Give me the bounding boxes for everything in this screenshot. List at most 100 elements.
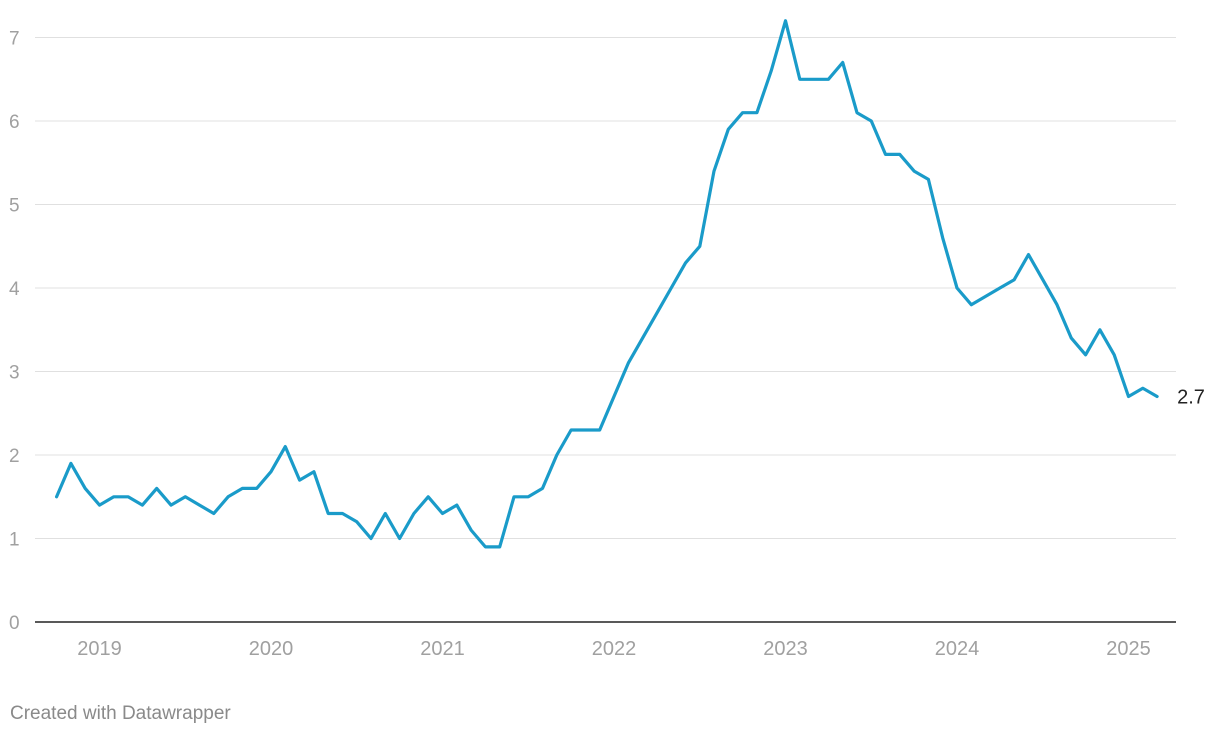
data-point xyxy=(284,445,287,448)
x-tick-label: 2022 xyxy=(592,638,637,660)
data-point xyxy=(884,153,887,156)
x-tick-label: 2024 xyxy=(935,638,980,660)
data-point xyxy=(1127,395,1130,398)
data-point xyxy=(255,487,258,490)
data-point xyxy=(455,504,458,507)
data-point xyxy=(755,111,758,114)
data-point xyxy=(1041,278,1044,281)
data-point xyxy=(527,495,530,498)
data-point xyxy=(484,545,487,548)
data-point xyxy=(584,428,587,431)
data-point xyxy=(355,520,358,523)
y-tick-label: 5 xyxy=(9,196,20,217)
data-point xyxy=(412,512,415,515)
data-point xyxy=(870,120,873,123)
data-point xyxy=(298,479,301,482)
data-point xyxy=(227,495,230,498)
data-point xyxy=(441,512,444,515)
data-point xyxy=(212,512,215,515)
data-point xyxy=(655,312,658,315)
data-point xyxy=(169,504,172,507)
gridlines xyxy=(35,37,1176,539)
data-point xyxy=(727,128,730,131)
data-point xyxy=(241,487,244,490)
data-point xyxy=(898,153,901,156)
data-point xyxy=(184,495,187,498)
data-point xyxy=(84,487,87,490)
data-point xyxy=(98,504,101,507)
data-point xyxy=(312,470,315,473)
x-tick-label: 2025 xyxy=(1106,638,1151,660)
data-point xyxy=(684,261,687,264)
data-point xyxy=(1013,278,1016,281)
data-point xyxy=(327,512,330,515)
data-point xyxy=(341,512,344,515)
y-tick-label: 0 xyxy=(9,613,20,634)
data-point xyxy=(127,495,130,498)
data-point xyxy=(270,470,273,473)
x-tick-label: 2020 xyxy=(249,638,294,660)
data-point xyxy=(1156,395,1159,398)
data-point xyxy=(855,111,858,114)
series-line xyxy=(55,19,1159,549)
y-tick-label: 2 xyxy=(9,446,20,467)
data-point xyxy=(541,487,544,490)
y-axis-tick-labels: 0 1 2 3 4 5 6 7 xyxy=(9,29,20,635)
data-point xyxy=(827,78,830,81)
y-tick-label: 6 xyxy=(9,112,20,133)
data-point xyxy=(1027,253,1030,256)
data-point xyxy=(498,545,501,548)
data-point xyxy=(770,69,773,72)
data-point xyxy=(613,395,616,398)
data-point xyxy=(398,537,401,540)
y-tick-label: 3 xyxy=(9,363,20,384)
x-tick-label: 2021 xyxy=(420,638,465,660)
data-point xyxy=(970,303,973,306)
data-point xyxy=(741,111,744,114)
y-tick-label: 1 xyxy=(9,530,20,551)
data-point xyxy=(1113,353,1116,356)
data-point xyxy=(69,462,72,465)
data-point xyxy=(555,454,558,457)
data-point xyxy=(1056,303,1059,306)
data-point xyxy=(713,170,716,173)
data-point xyxy=(670,287,673,290)
data-point xyxy=(598,428,601,431)
data-point xyxy=(112,495,115,498)
data-point xyxy=(384,512,387,515)
data-point xyxy=(956,287,959,290)
data-point xyxy=(798,78,801,81)
data-point xyxy=(155,487,158,490)
data-point xyxy=(1070,337,1073,340)
data-point xyxy=(641,337,644,340)
y-tick-label: 7 xyxy=(9,29,20,50)
x-tick-label: 2023 xyxy=(763,638,808,660)
end-value-label: 2.7 xyxy=(1177,387,1205,409)
data-point xyxy=(841,61,844,64)
data-point xyxy=(470,529,473,532)
data-point xyxy=(813,78,816,81)
data-point xyxy=(1141,387,1144,390)
data-point xyxy=(198,504,201,507)
x-tick-label: 2019 xyxy=(77,638,122,660)
data-point xyxy=(1098,328,1101,331)
data-point xyxy=(913,170,916,173)
data-point xyxy=(784,19,787,22)
data-point xyxy=(427,495,430,498)
data-point xyxy=(55,495,58,498)
y-tick-label: 4 xyxy=(9,279,20,300)
series-layer: 2.7 xyxy=(55,19,1205,549)
data-point xyxy=(984,295,987,298)
x-axis-tick-labels: 2019 2020 2021 2022 2023 2024 2025 xyxy=(77,638,1151,660)
data-point xyxy=(512,495,515,498)
data-point xyxy=(1084,353,1087,356)
data-point xyxy=(927,178,930,181)
data-point xyxy=(998,287,1001,290)
data-point xyxy=(141,504,144,507)
data-point xyxy=(370,537,373,540)
data-point xyxy=(941,236,944,239)
data-point xyxy=(627,362,630,365)
credit-text: Created with Datawrapper xyxy=(10,703,231,724)
data-point xyxy=(570,428,573,431)
